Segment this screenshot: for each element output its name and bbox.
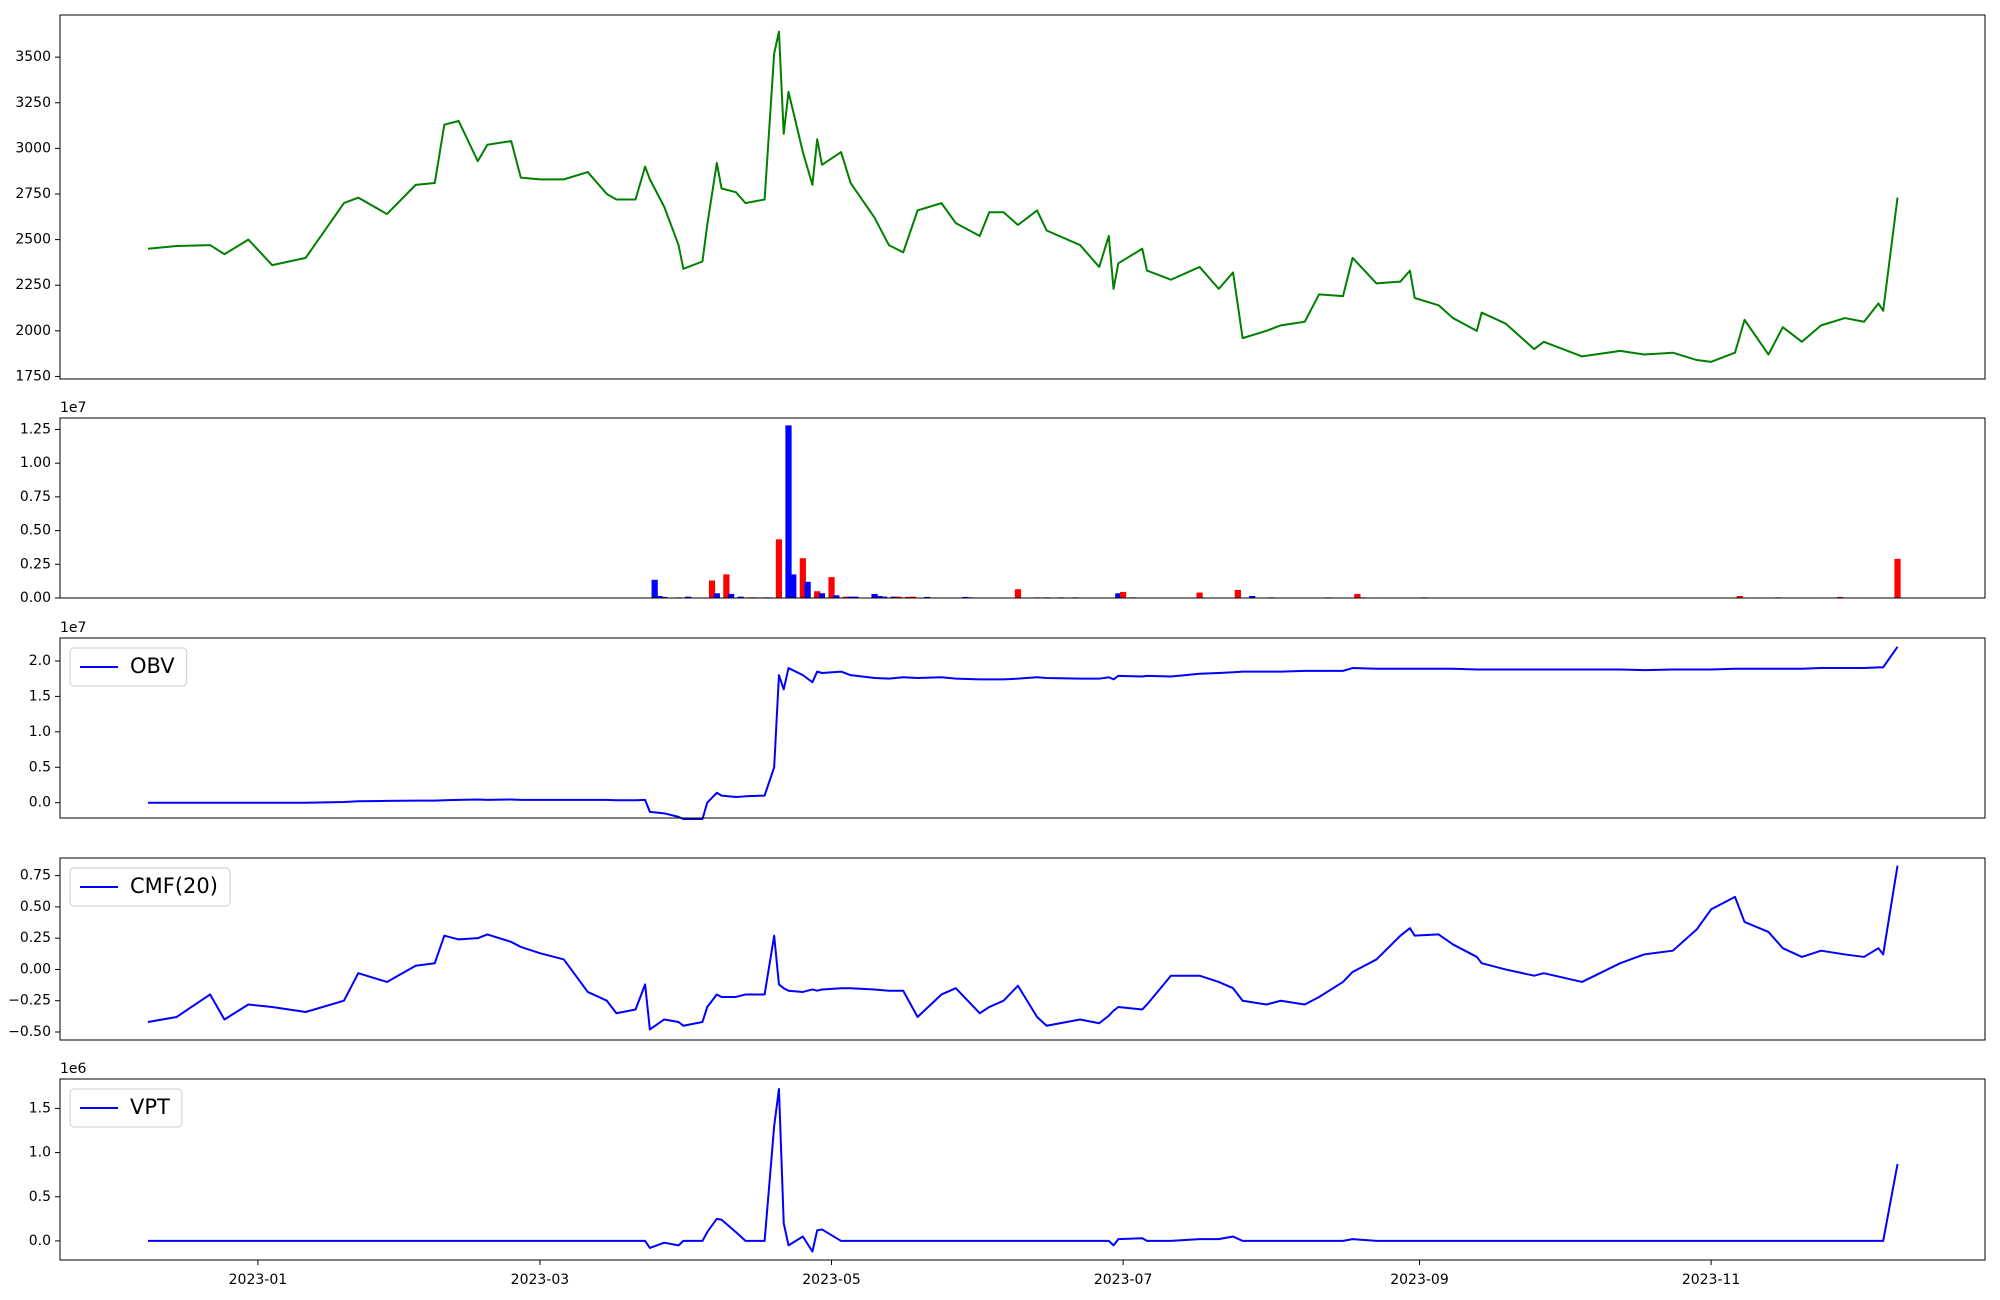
volume-bar [790,574,797,598]
y-tick-label: 1.0 [29,1145,51,1161]
y-tick-label: 3250 [15,95,51,111]
y-tick-label: 0.5 [29,1189,51,1205]
volume-bar [804,581,811,598]
axis-offset: 1e6 [60,1061,87,1077]
y-tick-label: 0.5 [29,759,51,775]
volume-bar [833,595,840,598]
volume-bar [962,596,969,598]
y-tick-label: 1.0 [29,724,51,740]
x-tick-label: 2023-07 [1094,1272,1153,1288]
volume-bar [814,591,821,598]
y-tick-label: 0.00 [20,961,51,977]
volume-bar [656,595,663,598]
x-tick-label: 2023-01 [229,1272,288,1288]
y-tick-label: 3000 [15,140,51,156]
series-line [147,865,1899,1031]
y-tick-label: 0.75 [20,868,51,884]
x-tick-label: 2023-03 [511,1272,570,1288]
axis-offset: 1e7 [60,400,86,416]
volume-bar [847,596,854,598]
volume-bar [661,596,668,598]
volume-bar [728,593,735,598]
x-tick-label: 2023-11 [1682,1272,1741,1288]
legend-box [69,647,188,687]
volume-bar [1736,595,1743,598]
y-tick-label: 2.0 [29,653,51,669]
volume-bar [723,574,730,598]
volume-bar [818,593,826,598]
y-tick-label: 2500 [15,232,51,248]
volume-bar [828,577,835,598]
y-tick-label: 1750 [15,368,51,384]
series-line [147,1087,1899,1253]
y-tick-label: 0.00 [20,590,51,606]
volume-bar [1196,592,1203,598]
legend-label: OBV [130,654,175,678]
axes-frame [59,417,1986,599]
y-tick-label: 0.25 [20,930,51,946]
volume-bar [1115,593,1122,598]
volume-bar [685,596,692,598]
x-tick-label: 2023-09 [1390,1272,1449,1288]
y-tick-label: 2250 [15,277,51,293]
legend-label: CMF(20) [130,874,218,898]
axes-frame [59,857,1986,1041]
volume-bar [1120,591,1127,598]
series-line [147,646,1899,820]
volume-bar [785,425,792,598]
legend-box [69,1088,183,1128]
volume-bar [1014,589,1022,598]
y-tick-label: 1.5 [29,1100,51,1116]
y-tick-label: 1.25 [20,421,51,437]
volume-bar [651,579,658,598]
volume-bar [890,596,897,598]
volume-bar [842,596,849,598]
volume-bar [904,596,912,598]
volume-bar [881,596,888,598]
axes-frame [59,637,1986,819]
x-tick-label: 2023-05 [802,1272,861,1288]
y-tick-label: 1.5 [29,688,51,704]
y-tick-label: 0.0 [29,1233,51,1249]
axis-offset: 1e7 [60,620,86,636]
volume-bar [895,596,902,598]
y-tick-label: 0.0 [29,795,51,811]
legend-box [69,867,231,907]
y-tick-label: 2750 [15,186,51,202]
axes-frame [59,1078,1986,1261]
volume-bar [1249,595,1256,598]
volume-bar [852,596,859,598]
legend-label: VPT [130,1095,170,1119]
volume-bar [909,596,916,598]
series-line [147,30,1899,363]
y-tick-label: 0.75 [20,489,51,505]
volume-bar [775,539,783,598]
volume-bar [1354,593,1361,598]
volume-bar [871,593,878,598]
volume-bar [713,593,720,598]
y-tick-label: 0.25 [20,556,51,572]
y-tick-label: 1.00 [20,455,51,471]
volume-bar [876,595,883,598]
y-tick-label: −0.50 [8,1024,51,1040]
y-tick-label: 2000 [15,323,51,339]
volume-bar [1837,596,1844,598]
volume-bar [737,596,744,598]
volume-bar [708,580,716,598]
axes-frame [59,14,1986,380]
y-tick-label: 0.50 [20,899,51,915]
volume-bar [924,596,931,598]
volume-bar [799,558,806,598]
volume-bar [1234,589,1241,598]
y-tick-label: 3500 [15,49,51,65]
volume-bar [1894,558,1901,598]
y-tick-label: −0.25 [8,993,51,1009]
y-tick-label: 0.50 [20,523,51,539]
